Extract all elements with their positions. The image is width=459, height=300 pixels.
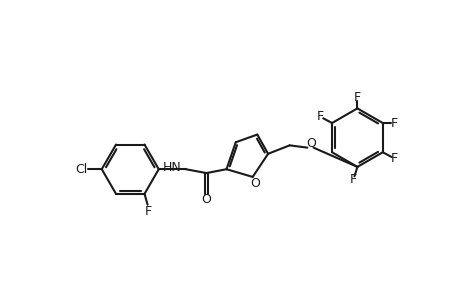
Text: O: O [201, 193, 211, 206]
Text: F: F [353, 91, 360, 104]
Text: F: F [349, 173, 356, 186]
Text: O: O [250, 177, 259, 190]
Text: F: F [316, 110, 324, 123]
Text: HN: HN [163, 161, 181, 174]
Text: F: F [390, 116, 397, 130]
Text: F: F [145, 205, 151, 218]
Text: F: F [390, 152, 397, 165]
Text: Cl: Cl [75, 163, 88, 176]
Text: O: O [306, 137, 315, 150]
